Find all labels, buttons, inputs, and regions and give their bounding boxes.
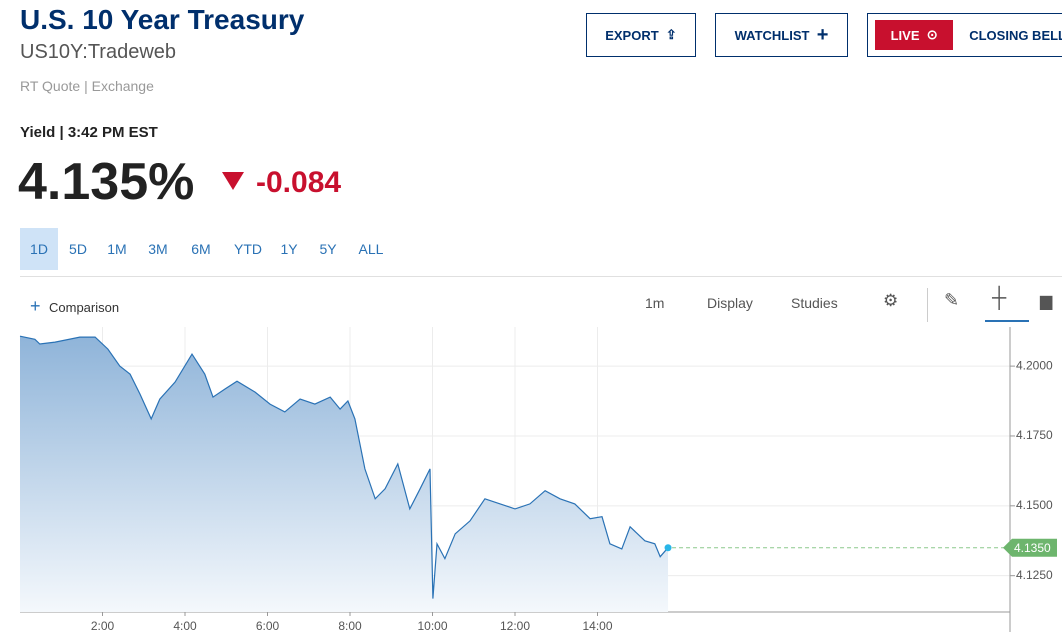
separator [20, 276, 1062, 277]
button-label: WATCHLIST [734, 27, 810, 43]
plus-icon: + [30, 296, 41, 316]
symbol: US10Y:Tradeweb [20, 41, 177, 63]
area [20, 336, 669, 612]
display-menu[interactable]: Display [707, 295, 753, 311]
title: U.S. 10 Year Treasury [20, 4, 305, 35]
last-point [664, 544, 672, 552]
x-tick-label: 12:00 [500, 619, 530, 633]
source: RT Quote | Exchange [20, 78, 154, 94]
button-label: CLOSING BELL [969, 27, 1062, 43]
active-underline [985, 320, 1029, 322]
y-tick-label: 4.1750 [1016, 428, 1053, 442]
range-tab[interactable]: 5Y [319, 241, 337, 257]
quote-label: Yield | 3:42 PM EST [20, 124, 158, 141]
export-button[interactable]: EXPORT ⇪ [586, 13, 696, 57]
x-tick-label: 10:00 [417, 619, 447, 633]
y-tick-label: 4.1250 [1016, 568, 1053, 582]
price: 4.135% [18, 153, 195, 211]
range-tab[interactable]: 1M [107, 241, 127, 257]
x-tick-label: 6:00 [256, 619, 280, 633]
change: -0.084 [256, 166, 342, 199]
current-tag [1003, 538, 1057, 557]
button-label: EXPORT [605, 27, 659, 43]
line [19, 335, 669, 599]
range-tab[interactable]: 5D [69, 241, 87, 257]
live-button[interactable]: LIVE ⊙ CLOSING BELL [867, 13, 1062, 57]
range-tab[interactable]: YTD [234, 241, 262, 257]
x-tick-label: 14:00 [582, 619, 612, 633]
current-label: 4.1350 [1014, 541, 1051, 555]
studies-menu[interactable]: Studies [791, 295, 838, 311]
chart: 4.1250 4.1500 4.1750 4.2000 2:00 4:00 6:00 8:00… [19, 327, 1057, 633]
y-tick-label: 4.1500 [1016, 498, 1053, 512]
interval[interactable]: 1m [645, 295, 665, 311]
button-label: LIVE [890, 27, 920, 43]
x-tick-label: 8:00 [338, 619, 362, 633]
divider [927, 288, 928, 322]
range-tab[interactable]: 6M [191, 241, 211, 257]
live-badge: LIVE ⊙ [875, 20, 954, 50]
x-tick-label: 2:00 [91, 619, 115, 633]
range-tab[interactable]: 3M [148, 241, 168, 257]
settings-icon[interactable]: ⚙ [883, 291, 899, 310]
comparison[interactable]: Comparison [49, 300, 120, 315]
range-tab[interactable]: 1Y [280, 241, 298, 257]
draw-icon[interactable]: ✎ [944, 290, 960, 310]
crosshair-icon[interactable]: ┼ [992, 287, 1007, 309]
comment-icon[interactable]: ▆ [1040, 293, 1053, 310]
y-tick-label: 4.2000 [1016, 358, 1053, 372]
watchlist-button[interactable]: WATCHLIST + [715, 13, 848, 57]
x-tick-label: 4:00 [173, 619, 197, 633]
range-tab[interactable]: ALL [358, 241, 384, 257]
down-arrow [222, 172, 244, 190]
range-tab[interactable]: 1D [20, 228, 58, 270]
